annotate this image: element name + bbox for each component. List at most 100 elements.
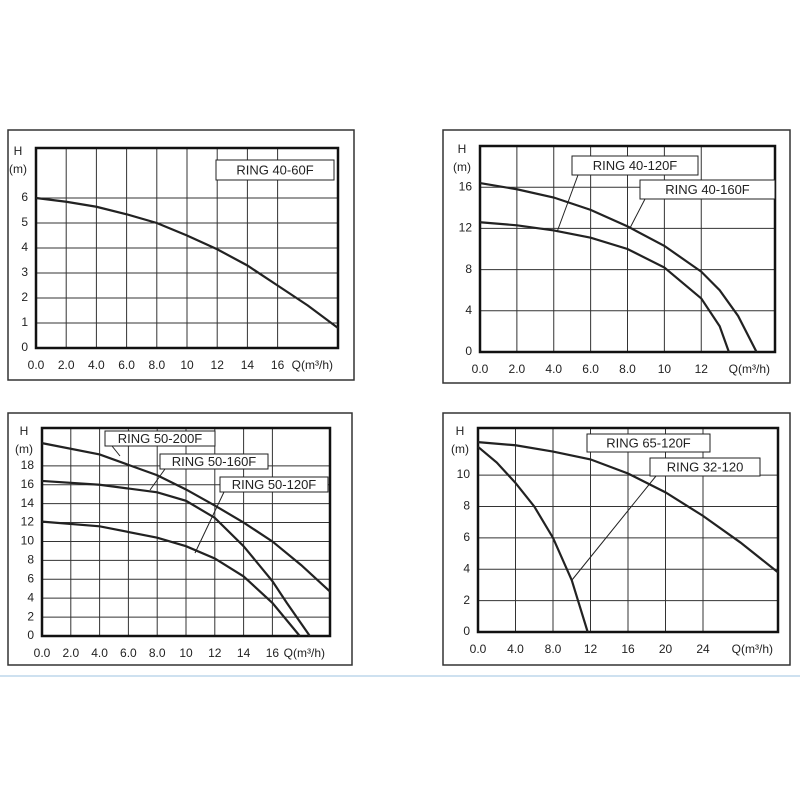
label-box — [586, 433, 711, 453]
x-tick-label: 4.0 — [545, 362, 562, 376]
y-tick-label: 3 — [21, 265, 28, 279]
y-tick-label: 12 — [459, 221, 473, 235]
y-tick-label: 8 — [27, 553, 34, 567]
x-tick-label: 2.0 — [58, 358, 75, 372]
x-tick-label: 4.0 — [91, 646, 108, 660]
x-tick-label: 6.0 — [582, 362, 599, 376]
x-tick-label: 2.0 — [62, 646, 79, 660]
plot-frame — [476, 426, 780, 634]
panel — [442, 412, 791, 666]
x-tick-label: 2.0 — [509, 362, 526, 376]
x-tick-label: 4.0 — [507, 642, 524, 656]
x-tick-label: 4.0 — [88, 358, 105, 372]
plot-frame — [34, 146, 340, 350]
y-tick-label: 14 — [21, 496, 35, 510]
x-tick-label: 6.0 — [120, 646, 137, 660]
plot-frame — [40, 426, 332, 638]
y-tick-label: 0 — [21, 340, 28, 354]
label-box — [571, 155, 699, 176]
leader-line — [194, 491, 225, 554]
y-tick-label: 8 — [463, 499, 470, 513]
curve — [41, 520, 301, 637]
y-tick-label: 10 — [457, 467, 471, 481]
panel — [442, 129, 791, 384]
x-axis-label: Q(m³/h) — [284, 646, 325, 660]
y-tick-label: 8 — [465, 262, 472, 276]
x-tick-label: 0.0 — [472, 362, 489, 376]
panel — [7, 412, 353, 666]
x-tick-label: 8.0 — [148, 358, 165, 372]
series-label: RING 50-120F — [232, 477, 317, 492]
x-tick-label: 24 — [696, 642, 710, 656]
label-box — [215, 159, 335, 181]
series-label: RING 40-160F — [665, 182, 750, 197]
y-tick-label: 4 — [463, 561, 470, 575]
x-tick-label: 12 — [695, 362, 709, 376]
plot-frame — [478, 144, 777, 354]
x-tick-label: 14 — [241, 358, 255, 372]
x-tick-label: 12 — [211, 358, 225, 372]
series-label: RING 32-120 — [667, 459, 744, 474]
y-tick-label: 5 — [21, 215, 28, 229]
x-tick-label: 0.0 — [470, 642, 487, 656]
y-tick-label: 2 — [21, 290, 28, 304]
y-axis-label: H — [456, 424, 465, 438]
x-axis-label: Q(m³/h) — [729, 362, 770, 376]
y-tick-label: 16 — [459, 179, 473, 193]
y-axis-unit: (m) — [451, 442, 469, 456]
y-tick-label: 6 — [27, 571, 34, 585]
x-tick-label: 12 — [208, 646, 222, 660]
y-tick-label: 4 — [27, 590, 34, 604]
curve — [479, 221, 730, 353]
series-label: RING 40-120F — [593, 158, 678, 173]
leader-line — [149, 468, 166, 491]
series-label: RING 50-200F — [118, 431, 203, 446]
y-axis-label: H — [458, 142, 467, 156]
curve — [35, 196, 339, 329]
y-tick-label: 4 — [465, 303, 472, 317]
x-tick-label: 16 — [266, 646, 280, 660]
y-tick-label: 16 — [21, 477, 35, 491]
x-tick-label: 0.0 — [34, 646, 51, 660]
y-tick-label: 0 — [463, 624, 470, 638]
y-tick-label: 2 — [27, 609, 34, 623]
curve — [477, 441, 779, 574]
y-axis-unit: (m) — [15, 442, 33, 456]
x-tick-label: 16 — [271, 358, 285, 372]
y-tick-label: 18 — [21, 458, 35, 472]
leader-line — [629, 198, 646, 229]
y-tick-label: 0 — [465, 344, 472, 358]
y-tick-label: 6 — [463, 530, 470, 544]
y-axis-unit: (m) — [453, 160, 471, 174]
label-box — [104, 430, 216, 447]
curve — [477, 445, 589, 633]
y-tick-label: 6 — [21, 190, 28, 204]
y-axis-label: H — [20, 424, 29, 438]
leader-line — [571, 475, 657, 581]
y-tick-label: 12 — [21, 515, 35, 529]
panel — [7, 129, 355, 381]
x-tick-label: 20 — [659, 642, 673, 656]
y-tick-label: 4 — [21, 240, 28, 254]
curve — [479, 181, 758, 353]
x-tick-label: 8.0 — [149, 646, 166, 660]
y-tick-label: 1 — [21, 315, 28, 329]
x-tick-label: 0.0 — [28, 358, 45, 372]
x-tick-label: 6.0 — [118, 358, 135, 372]
x-tick-label: 10 — [658, 362, 672, 376]
x-tick-label: 10 — [179, 646, 193, 660]
x-tick-label: 8.0 — [545, 642, 562, 656]
series-label: RING 40-60F — [236, 162, 313, 177]
x-tick-label: 10 — [180, 358, 194, 372]
curve — [41, 442, 331, 593]
leader-line — [556, 174, 579, 233]
label-box — [219, 476, 329, 493]
y-axis-label: H — [14, 144, 23, 158]
x-tick-label: 8.0 — [619, 362, 636, 376]
curve — [41, 479, 311, 637]
label-box — [159, 453, 269, 470]
y-tick-label: 0 — [27, 628, 34, 642]
leader-line — [111, 445, 121, 457]
y-axis-unit: (m) — [9, 162, 27, 176]
